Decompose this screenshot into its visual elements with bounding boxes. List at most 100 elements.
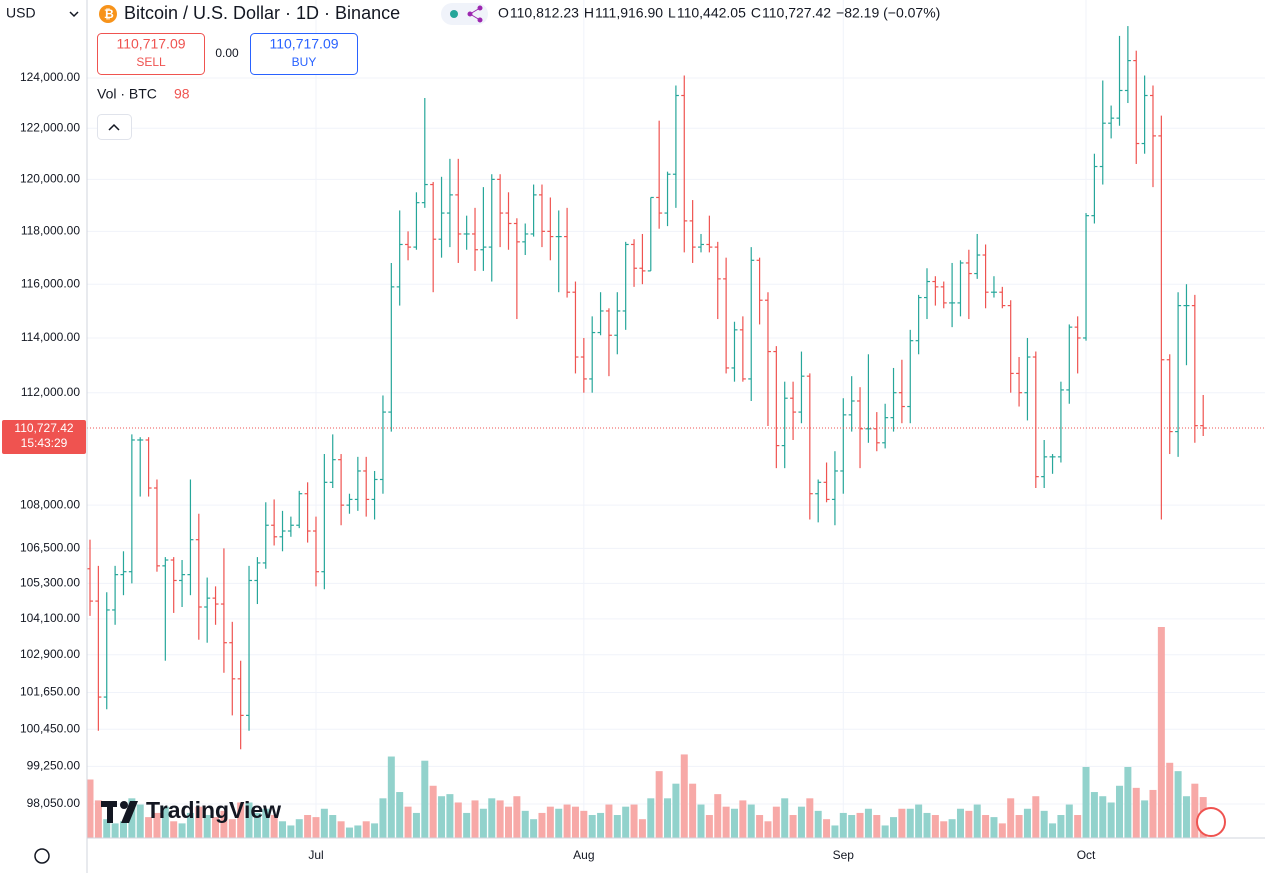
volume-bar — [772, 806, 780, 838]
volume-bar — [438, 796, 446, 838]
volume-bar — [906, 808, 914, 838]
y-tick-label: 105,300.00 — [20, 576, 80, 590]
volume-bar — [613, 815, 621, 838]
ohlc-legend: O 110,812.23 H 111,916.90 L 110,442.05 C 110,72… — [498, 5, 940, 21]
volume-bar — [990, 817, 998, 838]
legend-key: H — [584, 5, 594, 21]
volume-bar — [1090, 792, 1098, 838]
volume-bar — [178, 823, 186, 838]
volume-bar — [287, 825, 295, 838]
volume-bar — [421, 760, 429, 838]
y-tick-label: 101,650.00 — [20, 685, 80, 699]
volume-bar — [488, 798, 496, 838]
events-icon[interactable] — [1196, 807, 1226, 837]
volume-bar — [220, 810, 228, 838]
volume-bar — [1174, 771, 1182, 838]
volume-bar — [655, 771, 663, 838]
volume-bar — [940, 821, 948, 838]
volume-bar — [839, 812, 847, 838]
y-tick-label: 106,500.00 — [20, 541, 80, 555]
buy-price[interactable]: 110,717.09 — [269, 36, 338, 52]
volume-bar — [672, 783, 680, 838]
volume-layer — [86, 627, 1207, 838]
y-tick-label: 99,250.00 — [27, 759, 81, 773]
volume-bar — [1040, 810, 1048, 838]
status-pill[interactable] — [441, 3, 488, 25]
volume-bar — [94, 800, 102, 838]
sell-label[interactable]: SELL — [136, 55, 166, 69]
volume-bar — [1124, 766, 1132, 838]
buy-button[interactable] — [250, 33, 358, 75]
volume-bar — [873, 815, 881, 838]
volume-bar — [387, 756, 395, 838]
volume-bar — [1149, 789, 1157, 838]
buy-label[interactable]: BUY — [292, 55, 317, 69]
volume-bar — [831, 825, 839, 838]
volume-bar — [371, 823, 379, 838]
volume-bar — [714, 794, 722, 838]
volume-bar — [412, 812, 420, 838]
volume-bar — [982, 815, 990, 838]
volume-bar — [161, 806, 169, 838]
volume-bar — [630, 804, 638, 838]
price-tag — [2, 420, 86, 454]
volume-bar — [471, 800, 479, 838]
settings-icon[interactable] — [34, 848, 50, 864]
volume-bar — [1132, 787, 1140, 838]
volume-bar — [1099, 796, 1107, 838]
volume-bar — [546, 806, 554, 838]
volume-bar — [1082, 766, 1090, 838]
volume-bar — [580, 810, 588, 838]
x-tick-label: Jul — [308, 848, 323, 862]
volume-bar — [1182, 796, 1190, 838]
volume-bar — [521, 810, 529, 838]
volume-bar — [588, 815, 596, 838]
volume-bar — [747, 804, 755, 838]
volume-bar — [1191, 783, 1199, 838]
legend-key: O — [498, 5, 509, 21]
volume-bar — [253, 812, 261, 838]
volume-bar — [479, 808, 487, 838]
currency[interactable]: USD — [6, 5, 36, 21]
volume-bar — [1074, 815, 1082, 838]
volume-bar — [1116, 785, 1124, 838]
volume-bar — [295, 819, 303, 838]
volume-bar — [680, 754, 688, 838]
volume-bar — [1065, 804, 1073, 838]
volume-bar — [212, 817, 220, 838]
volume-bar — [597, 812, 605, 838]
volume-bar — [379, 798, 387, 838]
volume-bar — [1023, 808, 1031, 838]
volume-bar — [1057, 815, 1065, 838]
watermark: TradingView — [146, 797, 281, 823]
volume-bar — [730, 808, 738, 838]
volume-bar — [136, 804, 144, 838]
y-tick-label: 122,000.00 — [20, 120, 80, 134]
volume-bar — [647, 798, 655, 838]
legend-key: L — [668, 5, 676, 21]
volume-bar — [848, 815, 856, 838]
price-tag-countdown: 15:43:29 — [21, 436, 68, 450]
volume-bar — [764, 821, 772, 838]
volume-bar — [605, 804, 613, 838]
indicator-icon — [467, 5, 483, 23]
volume-bar — [446, 794, 454, 838]
sell-button[interactable] — [97, 33, 205, 75]
volume-bar — [956, 808, 964, 838]
legend-key: C — [751, 5, 761, 21]
volume-bar — [203, 815, 211, 838]
axes: 124,000.00 122,000.00 120,000.00 118,000.00… — [20, 70, 1096, 862]
y-tick-label: 98,050.00 — [27, 796, 81, 810]
legend-value: 110,442.05 — [677, 5, 746, 21]
collapse-button[interactable] — [97, 114, 132, 140]
sell-price[interactable]: 110,717.09 — [116, 36, 185, 52]
volume-bar — [797, 806, 805, 838]
volume-bar — [931, 815, 939, 838]
volume-bar — [1166, 762, 1174, 838]
volume-bar — [463, 812, 471, 838]
volume-bar — [923, 812, 931, 838]
volume-bar — [1007, 798, 1015, 838]
volume-bar — [429, 785, 437, 838]
